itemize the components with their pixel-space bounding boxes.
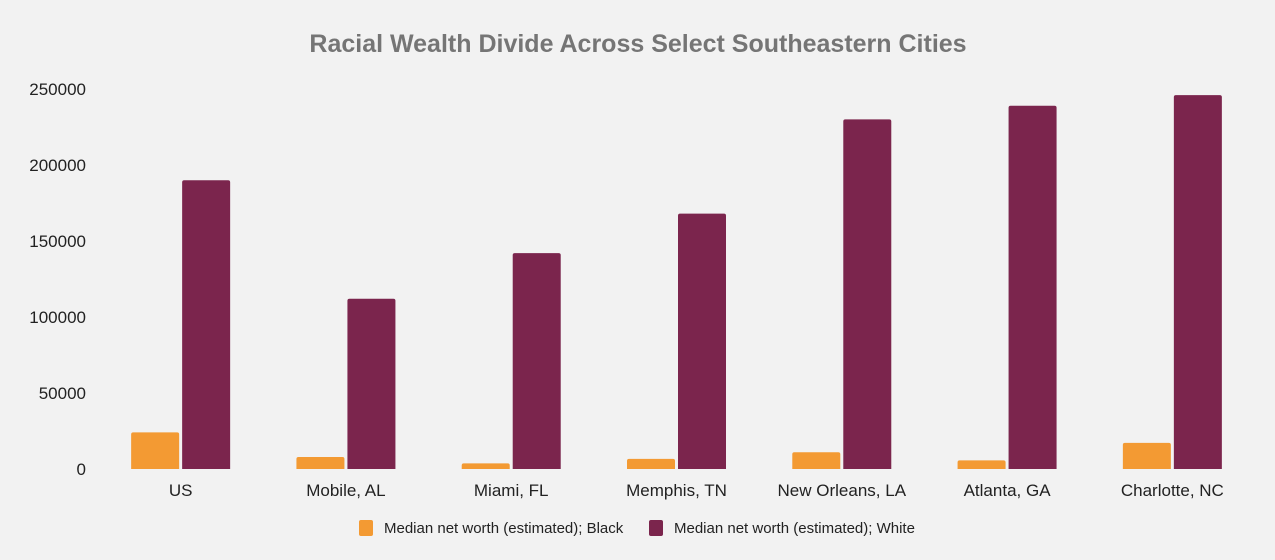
- bar-white: [678, 213, 726, 469]
- x-tick-label: Atlanta, GA: [964, 481, 1052, 500]
- y-tick-label: 250000: [29, 80, 86, 99]
- y-tick-label: 0: [77, 460, 86, 479]
- x-axis: US Mobile, AL Miami, FL Memphis, TN New Orle…: [169, 481, 1224, 500]
- x-tick-label: Charlotte, NC: [1121, 481, 1224, 500]
- bar-white: [182, 180, 231, 469]
- bar-white: [1173, 95, 1222, 469]
- x-tick-label: US: [169, 481, 193, 500]
- y-axis: 0 50000 100000 150000 200000 250000: [29, 80, 86, 479]
- y-tick-label: 200000: [29, 156, 86, 175]
- legend-label: Median net worth (estimated); Black: [384, 520, 624, 537]
- y-tick-label: 50000: [39, 384, 86, 403]
- bar-black: [792, 452, 841, 469]
- x-tick-label: Mobile, AL: [306, 481, 385, 500]
- x-tick-label: Memphis, TN: [626, 481, 727, 500]
- x-tick-label: New Orleans, LA: [778, 481, 907, 500]
- bar-black: [131, 432, 180, 469]
- bar-black: [957, 460, 1006, 469]
- x-tick-label: Miami, FL: [474, 481, 549, 500]
- bar-white: [1008, 105, 1057, 469]
- bar-black: [1122, 442, 1171, 469]
- legend-label: Median net worth (estimated); White: [674, 520, 915, 537]
- chart-title: Racial Wealth Divide Across Select South…: [309, 30, 966, 58]
- legend: Median net worth (estimated); Black Media…: [359, 520, 915, 537]
- bar-black: [296, 456, 345, 469]
- bar-black: [461, 463, 510, 469]
- bar-white: [843, 119, 892, 470]
- bars-group: [131, 95, 1222, 470]
- legend-swatch: [359, 520, 373, 536]
- bar-black: [627, 458, 675, 469]
- bar-white: [512, 253, 561, 469]
- legend-swatch: [649, 520, 663, 536]
- bar-white: [347, 298, 396, 469]
- y-tick-label: 100000: [29, 308, 86, 327]
- y-tick-label: 150000: [29, 232, 86, 251]
